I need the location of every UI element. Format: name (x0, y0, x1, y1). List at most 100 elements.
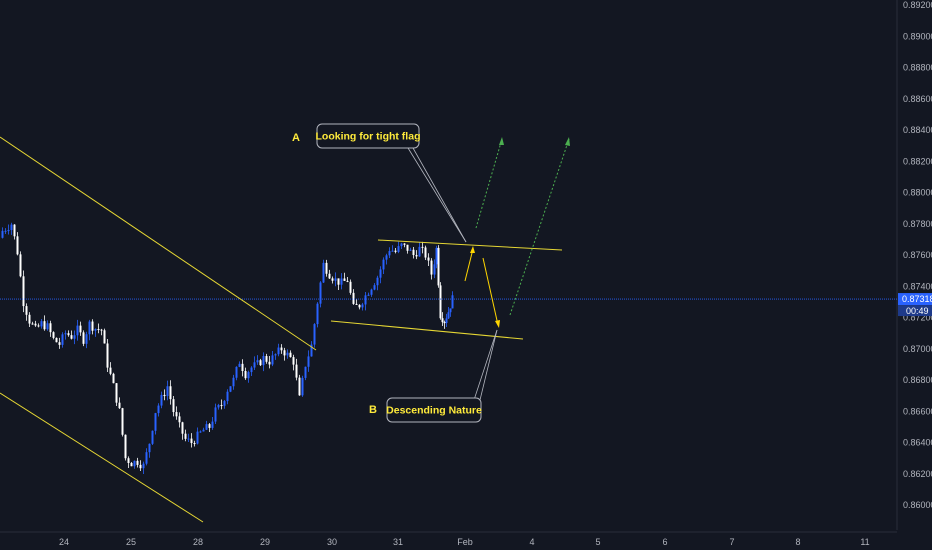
candle-body (421, 246, 424, 248)
flag-top-line[interactable] (377, 239, 563, 251)
candle-body (379, 269, 382, 278)
candle-body (166, 386, 169, 397)
arrow-head-icon (495, 320, 500, 328)
candle-body (376, 277, 379, 286)
time-tick-label: 24 (59, 537, 69, 547)
lower-channel-line[interactable] (0, 392, 204, 523)
flag-bottom-line[interactable] (330, 320, 524, 340)
candle-body (277, 347, 280, 355)
candle-body (202, 429, 205, 432)
time-tick-label: 6 (662, 537, 667, 547)
drawings[interactable] (0, 136, 570, 523)
time-tick-label: 7 (729, 537, 734, 547)
candle-body (424, 247, 427, 258)
candle-body (412, 249, 415, 256)
candle-body (451, 295, 454, 309)
candle-body (346, 280, 349, 282)
candle-body (109, 367, 112, 374)
candle-body (55, 337, 58, 343)
candle-body (397, 246, 400, 252)
candle-body (304, 366, 307, 378)
candle-body (238, 363, 241, 367)
candle-body (370, 289, 373, 295)
candle-body (178, 416, 181, 423)
candle-body (127, 458, 130, 463)
candle-body (220, 405, 223, 407)
candle-body (190, 438, 193, 444)
candle-body (175, 412, 178, 417)
time-tick-label: Feb (457, 537, 473, 547)
candle-body (449, 308, 452, 313)
candle-body (409, 249, 412, 251)
candle-body (181, 422, 184, 434)
candle-body (406, 244, 409, 251)
time-tick-label: 25 (126, 537, 136, 547)
candle-body (97, 328, 100, 330)
candle-body (388, 251, 391, 256)
candle-body (403, 243, 406, 245)
callout-b[interactable]: Descending Nature (386, 397, 482, 423)
candle-body (1, 230, 4, 238)
candle-body (235, 366, 238, 378)
candle-body (79, 325, 82, 333)
candle-body (427, 257, 430, 261)
candle-body (394, 250, 397, 252)
candle-body (193, 443, 196, 445)
candle-body (37, 325, 40, 327)
callout-a-pointer-2 (412, 147, 467, 243)
candle-body (76, 325, 79, 336)
arrow-head-icon (470, 246, 475, 253)
callout-b-pointer (473, 329, 498, 401)
candle-body (163, 394, 166, 397)
yellow-small-arrow-up[interactable] (464, 248, 474, 282)
candle-body (154, 413, 157, 431)
candle-body (64, 333, 67, 335)
candle-body (364, 295, 367, 305)
candle-body (124, 434, 127, 459)
candle-body (247, 372, 250, 379)
yellow-small-arrow-down[interactable] (482, 257, 499, 326)
green-projection-arrow-1[interactable] (475, 138, 503, 229)
candle-body (298, 377, 301, 396)
candle-body (361, 304, 364, 308)
candle-body (31, 323, 34, 325)
candle-body (253, 362, 256, 368)
candle-body (301, 377, 304, 396)
candle-body (319, 282, 322, 304)
candle-body (400, 243, 403, 247)
candle-body (22, 276, 25, 307)
candle-body (322, 262, 325, 283)
time-axis[interactable]: 24 25 28 29 30 31 Feb 4 5 6 7 8 11 (0, 531, 897, 547)
arrow-head-icon (565, 137, 570, 146)
candle-body (187, 438, 190, 440)
candle-body (34, 323, 37, 326)
candle-body (13, 224, 16, 237)
arrow-head-icon (499, 137, 504, 145)
candle-body (19, 254, 22, 277)
candle-body (184, 433, 187, 439)
candle-body (172, 399, 175, 413)
upper-channel-line[interactable] (0, 136, 317, 351)
time-tick-label: 11 (860, 537, 869, 547)
candle-body (121, 408, 124, 435)
candle-body (100, 329, 103, 331)
candle-body (430, 260, 433, 275)
candlestick-series (1, 222, 454, 475)
candle-body (289, 352, 292, 358)
candle-body (447, 312, 450, 319)
time-tick-label: 31 (393, 537, 403, 547)
candle-body (286, 352, 289, 356)
green-projection-arrow-2[interactable] (509, 138, 570, 316)
candle-body (385, 255, 388, 260)
callout-a[interactable]: Looking for tight flag (316, 123, 421, 149)
